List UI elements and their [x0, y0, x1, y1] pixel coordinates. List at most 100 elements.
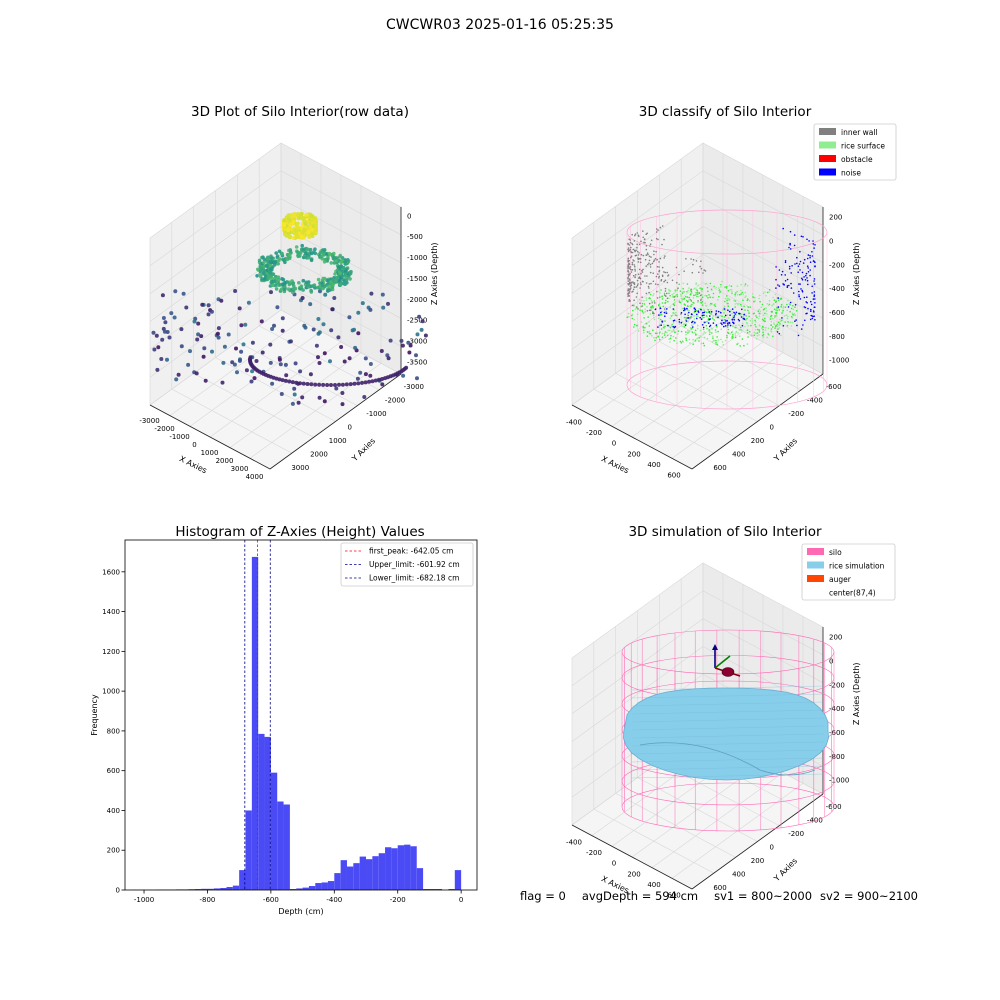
plot2-wall-point [677, 287, 679, 290]
plot2-wall-point [636, 243, 638, 246]
plot1-point [297, 281, 301, 285]
plot2-surface-point [633, 326, 635, 328]
plot2-surface-point [690, 289, 692, 292]
plot2-surface-point [728, 284, 731, 287]
plot2-surface-point [662, 326, 665, 329]
plot2-surface-point [642, 326, 645, 329]
histogram-x-tick-label: -600 [263, 896, 279, 904]
plot2-noise-point [802, 324, 804, 326]
plot2-surface-point [748, 330, 751, 333]
plot2-noise-point [814, 265, 816, 268]
plot2-surface-point [682, 282, 685, 285]
plot2-surface-point [711, 341, 714, 343]
plot4-z-tick-label: 200 [829, 634, 842, 642]
plot2-surface-point [692, 338, 694, 341]
plot2-noise-point [810, 308, 812, 311]
plot2-surface-point [631, 317, 634, 320]
plot2-surface-point [755, 326, 758, 328]
plot2-noise-point [811, 315, 813, 317]
plot2-surface-point [695, 310, 698, 312]
plot2-noise-point [799, 298, 802, 300]
plot1-point [348, 382, 353, 387]
plot2-surface-point [746, 299, 749, 302]
histogram-bar [258, 733, 265, 890]
plot2-surface-point [702, 328, 705, 331]
histogram-bar [429, 889, 436, 890]
plot2-wall-point [637, 261, 640, 263]
plot1-point [294, 245, 299, 249]
plot4-x-tick-label: 200 [627, 870, 640, 878]
plot2-surface-point [631, 313, 634, 316]
plot2-surface-point [754, 300, 757, 302]
histogram-legend-label: Lower_limit: -682.18 cm [369, 574, 459, 583]
plot2-surface-point [693, 315, 695, 317]
plot4-y-tick-label: 200 [751, 857, 764, 865]
plot2-noise-point [811, 317, 814, 320]
plot2-surface-point [687, 305, 689, 308]
plot1-point [268, 360, 273, 365]
plot2-wall-point [653, 253, 655, 256]
plot2-surface-point [657, 304, 660, 307]
plot1-point [334, 259, 338, 263]
plot2-surface-point [770, 310, 773, 313]
plot2-wall-point [640, 240, 642, 243]
plot2-surface-point [669, 294, 671, 297]
plot2-surface-point [693, 302, 695, 304]
plot2-surface-point [734, 303, 736, 305]
plot1-point [300, 395, 305, 400]
plot2-noise-point [807, 271, 810, 273]
plot1-point [258, 272, 263, 276]
plot2-surface-point [789, 321, 792, 324]
plot2-wall-point [636, 250, 639, 253]
plot1-point [273, 279, 277, 284]
plot2-wall-point [646, 275, 648, 277]
plot4-rice-mesh [631, 717, 825, 723]
plot2-surface-point [675, 294, 677, 297]
plot4-rice-mesh [631, 765, 825, 771]
plot2-surface-point [760, 327, 763, 329]
histogram-y-tick-label: 400 [107, 807, 120, 815]
plot1-point [304, 251, 308, 256]
plot2-wall-point [627, 264, 629, 266]
plot2-wall-point [628, 267, 631, 269]
plot1-point [328, 359, 332, 364]
plot1-point [322, 276, 327, 281]
plot2-surface-point [732, 334, 734, 336]
plot2-surface-point [692, 323, 695, 325]
plot2-surface-point [749, 319, 752, 322]
plot4-legend-swatch [807, 561, 824, 569]
plot2-surface-point [636, 313, 639, 316]
plot2-surface-point [768, 289, 771, 291]
plot1-point [317, 395, 322, 400]
plot1-point [300, 243, 305, 248]
plot2-surface-point [683, 303, 686, 306]
plot2-noise-point [790, 287, 793, 289]
histogram-y-tick-label: 1600 [102, 568, 120, 576]
plot2-noise-point [697, 311, 700, 313]
plot2-surface-point [717, 299, 719, 301]
plot2-surface-point [681, 321, 684, 323]
plot2-surface-point [751, 318, 753, 320]
plot1-point [313, 382, 318, 387]
plot4-z-tick-label: -200 [829, 681, 845, 689]
plot2-noise-point [700, 308, 702, 311]
plot2-surface-point [648, 297, 651, 299]
plot4-x-tick-label: -200 [586, 849, 602, 857]
plot2-surface-point [686, 312, 689, 315]
plot4-rice-mesh [631, 701, 825, 707]
plot2-wall-point [627, 265, 630, 268]
plot1-point [196, 332, 201, 337]
plot1-point [304, 280, 309, 285]
plot1-point [321, 322, 326, 327]
plot2-surface-point [667, 300, 669, 303]
plot2-surface-point [688, 287, 690, 289]
plot2-noise-point [654, 308, 657, 311]
plot1-point [348, 277, 352, 281]
plot2-surface-point [653, 314, 655, 317]
plot2-wall-point [642, 236, 644, 239]
plot2-surface-point [780, 298, 783, 300]
plot2-surface-point [782, 309, 784, 312]
plot2-noise-point [814, 302, 816, 304]
plot1-point [329, 280, 333, 284]
